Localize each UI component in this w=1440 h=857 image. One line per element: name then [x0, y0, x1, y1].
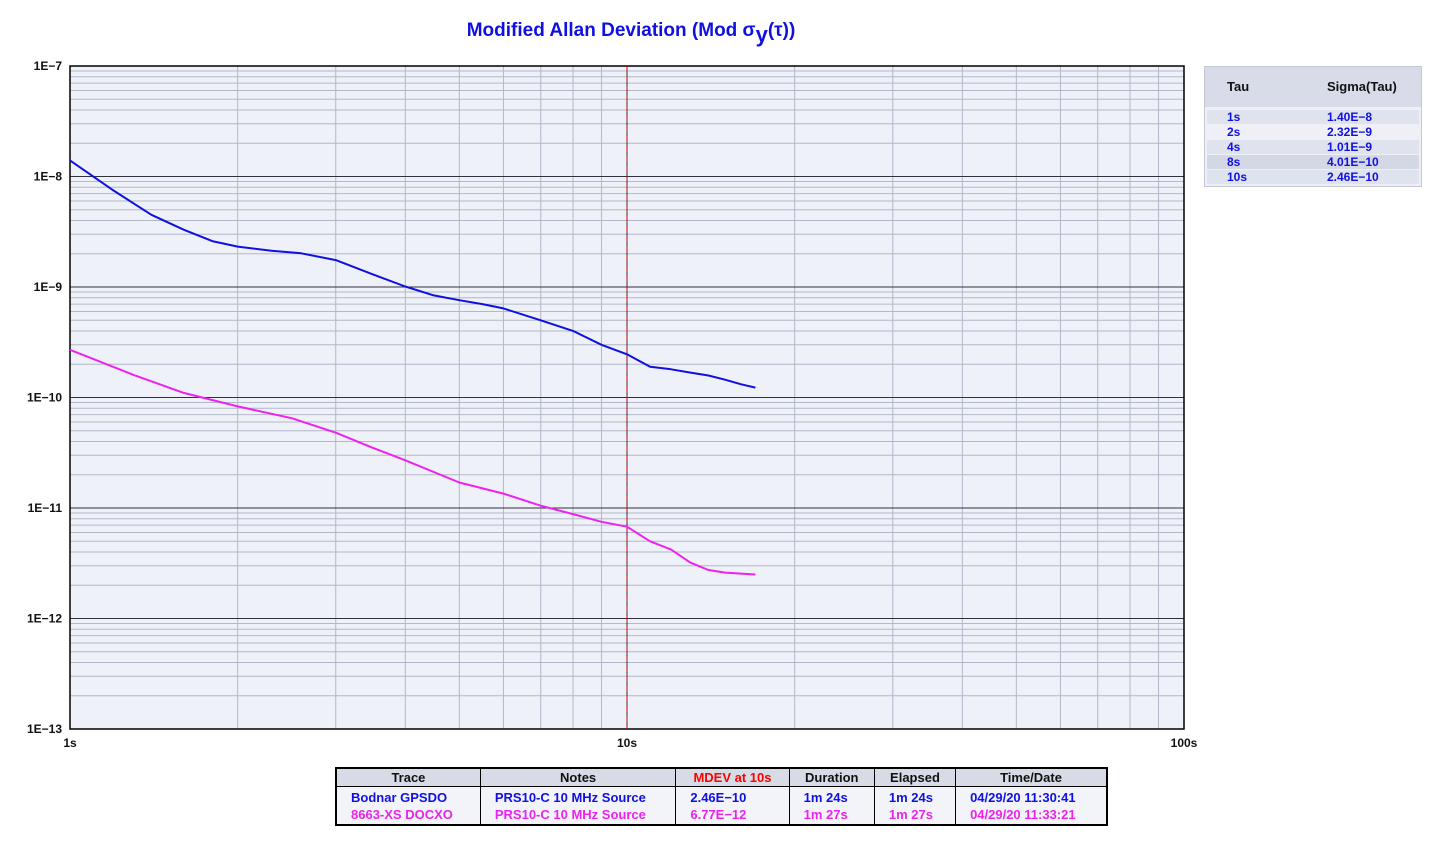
- legend-header-elapsed: Elapsed: [874, 769, 957, 787]
- series-line-gpsdo: [69, 159, 756, 389]
- legend-timedate: 04/29/20 11:30:41: [970, 790, 1076, 805]
- legend-header-trace: Trace: [337, 769, 481, 787]
- tau-row: 8s 4.01E−10: [1207, 155, 1419, 169]
- legend-timedate: 04/29/20 11:33:21: [970, 807, 1076, 823]
- legend-trace: 8663-XS DOCXO: [337, 807, 481, 824]
- legend-row-docxo[interactable]: 8663-XS DOCXO PRS10-C 10 MHz Source 6.77…: [337, 807, 1106, 824]
- y-tick-label: 1E−10: [27, 391, 62, 405]
- y-tick-label: 1E−7: [34, 59, 63, 73]
- y-tick-label: 1E−9: [34, 280, 63, 294]
- tau-row: 10s 2.46E−10: [1207, 170, 1419, 184]
- sigma-value: 2.32E−9: [1327, 125, 1373, 139]
- tau-row: 1s 1.40E−8: [1207, 110, 1419, 124]
- chart-title-subscript: y: [755, 22, 768, 47]
- legend-duration: 1m 27s: [789, 807, 875, 824]
- tau-value: 4s: [1227, 140, 1241, 154]
- sigma-value: 1.40E−8: [1327, 110, 1373, 124]
- tau-value: 1s: [1227, 110, 1241, 124]
- tau-value: 2s: [1227, 125, 1241, 139]
- legend-elapsed: 1m 27s: [874, 807, 957, 824]
- y-tick-label: 1E−11: [28, 501, 63, 515]
- x-tick-label: 1s: [63, 736, 77, 750]
- trace-legend-table: Trace Notes MDEV at 10s Duration Elapsed…: [335, 767, 1108, 826]
- chart-title-main: Modified Allan Deviation (Mod σ: [466, 20, 756, 41]
- legend-header-mdev: MDEV at 10s: [675, 769, 790, 787]
- sigma-value: 1.01E−9: [1327, 140, 1373, 154]
- legend-header-duration: Duration: [789, 769, 875, 787]
- chart-title: Modified Allan Deviation (Mod σy(τ)): [0, 16, 1262, 47]
- tau-row: 4s 1.01E−9: [1207, 140, 1419, 154]
- sigma-header: Sigma(Tau): [1327, 79, 1397, 94]
- y-tick-label: 1E−12: [27, 612, 62, 626]
- legend-notes: PRS10-C 10 MHz Source: [480, 807, 677, 824]
- legend-row-gpsdo[interactable]: Bodnar GPSDO PRS10-C 10 MHz Source 2.46E…: [337, 786, 1106, 808]
- tau-sigma-panel: Tau Sigma(Tau) 1s 1.40E−8 2s 2.32E−9 4s 1.01E…: [1204, 66, 1422, 187]
- legend-mdev: 6.77E−12: [675, 807, 790, 824]
- tau-sigma-header: Tau Sigma(Tau): [1205, 67, 1421, 107]
- series-line-docxo: [69, 348, 756, 576]
- legend-header-timedate: Time/Date: [955, 769, 1106, 787]
- y-tick-label: 1E−8: [34, 170, 63, 184]
- chart-title-end: (τ)): [767, 20, 796, 41]
- x-tick-label: 10s: [617, 736, 637, 750]
- tau-value: 8s: [1227, 155, 1241, 169]
- legend-trace: Bodnar GPSDO: [337, 786, 481, 808]
- y-tick-label: 1E−13: [27, 722, 62, 736]
- legend-notes: PRS10-C 10 MHz Source: [480, 786, 677, 808]
- legend-header-notes: Notes: [480, 769, 677, 787]
- sigma-value: 4.01E−10: [1327, 155, 1379, 169]
- legend-elapsed: 1m 24s: [874, 786, 957, 808]
- tau-value: 10s: [1227, 170, 1248, 184]
- legend-duration: 1m 24s: [789, 786, 875, 808]
- sigma-value: 2.46E−10: [1327, 170, 1379, 184]
- tau-row: 2s 2.32E−9: [1207, 125, 1419, 139]
- legend-mdev: 2.46E−10: [675, 786, 790, 808]
- x-tick-label: 100s: [1171, 736, 1198, 750]
- tau-header: Tau: [1227, 79, 1250, 94]
